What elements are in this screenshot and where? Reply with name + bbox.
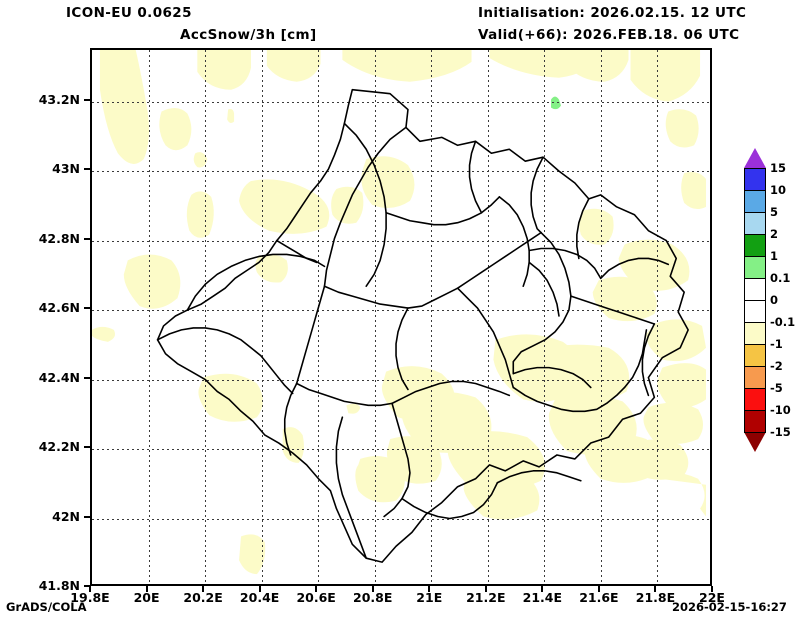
colorbar-separator xyxy=(744,388,766,389)
colorbar-tick-label: 0 xyxy=(770,293,779,307)
colorbar-separator xyxy=(744,168,766,169)
map-plot-area[interactable] xyxy=(90,48,712,586)
x-axis-label: 21E xyxy=(416,590,443,605)
y-axis-label: 42N xyxy=(52,508,80,524)
colorbar-tick-label: 2 xyxy=(770,227,779,241)
render-timestamp: 2026-02-15-16:27 xyxy=(672,600,787,614)
colorbar-tick-label: -15 xyxy=(770,425,791,439)
colorbar-separator xyxy=(744,410,766,411)
colorbar-tick-label: -10 xyxy=(770,403,791,417)
y-axis-tick xyxy=(84,515,90,518)
colorbar-separator xyxy=(744,212,766,213)
x-axis-tick xyxy=(597,586,600,592)
x-axis-tick xyxy=(428,586,431,592)
variable-title: AccSnow/3h [cm] xyxy=(180,27,317,43)
y-axis-tick xyxy=(84,376,90,379)
colorbar-tick-label: 0.1 xyxy=(770,271,791,285)
x-axis-tick xyxy=(89,586,91,592)
x-axis-tick xyxy=(258,586,261,592)
x-axis-label: 21.4E xyxy=(522,590,563,605)
x-axis-label: 20.2E xyxy=(183,590,223,605)
colorbar-separator xyxy=(744,322,766,323)
administrative-borders xyxy=(92,50,710,584)
x-axis-tick xyxy=(145,586,148,592)
colorbar-separator xyxy=(744,256,766,257)
colorbar-separator xyxy=(744,344,766,345)
x-axis-tick xyxy=(315,586,318,592)
colorbar-separator xyxy=(744,300,766,301)
y-axis-tick xyxy=(84,446,90,449)
y-axis-label: 42.6N xyxy=(38,300,80,316)
x-axis-label: 21.6E xyxy=(579,590,619,605)
model-title: ICON-EU 0.0625 xyxy=(66,5,192,21)
credit-label: GrADS/COLA xyxy=(6,600,87,614)
colorbar-tick-label: 15 xyxy=(770,161,787,175)
y-axis-label: 43N xyxy=(52,161,80,177)
x-axis-label: 20.8E xyxy=(353,590,393,605)
colorbar-tick-label: 10 xyxy=(770,183,787,197)
x-axis-tick xyxy=(654,586,657,592)
colorbar-band[interactable] xyxy=(744,256,766,278)
colorbar-tick-label: 5 xyxy=(770,205,779,219)
y-axis-label: 42.4N xyxy=(38,369,80,385)
colorbar-tick-label: -2 xyxy=(770,359,783,373)
y-axis-tick xyxy=(84,307,90,310)
x-axis-tick xyxy=(711,586,713,592)
colorbar-tick-label: -1 xyxy=(770,337,783,351)
x-axis-label: 20.4E xyxy=(239,590,280,605)
colorbar-separator xyxy=(744,190,766,191)
colorbar-band[interactable] xyxy=(744,344,766,366)
x-axis-label: 19.8E xyxy=(70,590,110,605)
y-axis-tick xyxy=(84,237,90,240)
x-axis-label: 21.2E xyxy=(466,590,506,605)
colorbar-separator xyxy=(744,432,766,433)
y-axis-tick xyxy=(84,99,90,102)
colorbar-band[interactable] xyxy=(744,388,766,410)
colorbar-band[interactable] xyxy=(744,190,766,212)
x-axis-tick xyxy=(541,586,544,592)
x-axis-label: 21.8E xyxy=(635,590,676,605)
colorbar[interactable]: 15 10 5 2 1 0.1 0 -0.1 -1 -2 -5 -10 -15 xyxy=(744,148,798,498)
colorbar-separator xyxy=(744,278,766,279)
colorbar-band[interactable] xyxy=(744,366,766,388)
colorbar-band[interactable] xyxy=(744,410,766,432)
x-axis-tick xyxy=(484,586,487,592)
colorbar-separator xyxy=(744,234,766,235)
x-axis-tick xyxy=(202,586,205,592)
colorbar-band[interactable] xyxy=(744,300,766,322)
y-axis-tick xyxy=(84,585,90,587)
colorbar-cap-bottom xyxy=(744,432,766,452)
y-axis-label: 42.2N xyxy=(38,439,80,455)
colorbar-band[interactable] xyxy=(744,322,766,344)
colorbar-tick-label: -5 xyxy=(770,381,783,395)
snow-field-contours xyxy=(92,50,710,584)
colorbar-band[interactable] xyxy=(744,168,766,190)
colorbar-band[interactable] xyxy=(744,212,766,234)
y-axis-label: 43.2N xyxy=(38,92,80,108)
valid-time-label: Valid(+66): 2026.FEB.18. 06 UTC xyxy=(478,27,740,43)
x-axis-label: 20.6E xyxy=(296,590,336,605)
colorbar-separator xyxy=(744,366,766,367)
x-axis-label: 20E xyxy=(133,590,160,605)
y-axis-tick xyxy=(84,168,90,171)
x-axis-tick xyxy=(371,586,374,592)
colorbar-band[interactable] xyxy=(744,278,766,300)
colorbar-tick-label: -0.1 xyxy=(770,315,796,329)
colorbar-tick-label: 1 xyxy=(770,249,779,263)
colorbar-band[interactable] xyxy=(744,234,766,256)
y-axis-label: 42.8N xyxy=(38,230,80,246)
colorbar-cap-top xyxy=(744,148,766,168)
y-axis-label: 41.8N xyxy=(38,578,80,593)
x-axis-label: 22E xyxy=(699,590,725,605)
initialisation-label: Initialisation: 2026.02.15. 12 UTC xyxy=(478,5,747,21)
